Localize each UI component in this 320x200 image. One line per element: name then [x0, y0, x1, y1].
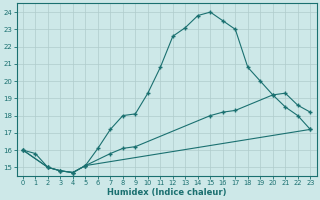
X-axis label: Humidex (Indice chaleur): Humidex (Indice chaleur) [107, 188, 226, 197]
